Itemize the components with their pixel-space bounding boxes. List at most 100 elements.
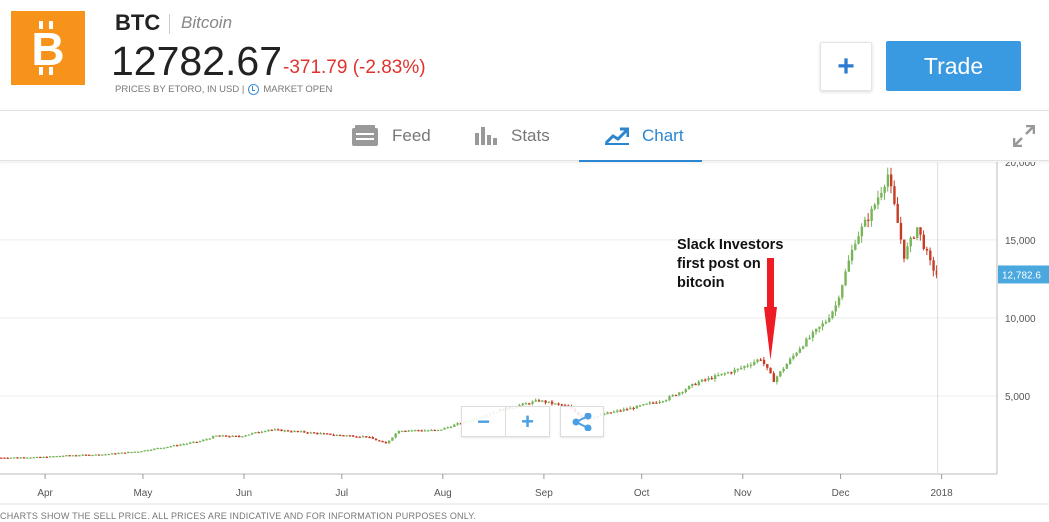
candle-body-131 (427, 430, 430, 432)
candle-body-37 (120, 452, 124, 454)
candle-body-248 (808, 337, 811, 339)
candle-body-33 (107, 453, 110, 456)
candle-body-72 (234, 435, 238, 437)
candle-body-221 (720, 373, 723, 376)
candle-body-168 (547, 401, 551, 403)
candle-body-38 (123, 452, 127, 454)
candle-body-27 (88, 454, 91, 456)
candle-body-273 (889, 174, 893, 187)
x-tick-label-3: Jul (335, 488, 348, 499)
candle-body-106 (345, 435, 348, 437)
candle-body-225 (733, 369, 736, 373)
add-to-watchlist-button[interactable]: + (820, 42, 872, 91)
candle-body-169 (550, 401, 554, 404)
candle-body-136 (443, 427, 446, 430)
candle-body-73 (237, 435, 241, 438)
candle-body-262 (854, 243, 857, 250)
candle-body-105 (342, 435, 345, 437)
candle-body-84 (273, 429, 277, 431)
candle-body-58 (189, 442, 192, 444)
candle-body-190 (619, 410, 622, 412)
current-price-label: 12,782.6 (1002, 270, 1041, 281)
candle-body-244 (795, 352, 798, 356)
candle-body-215 (700, 379, 704, 382)
candle-body-77 (251, 433, 254, 435)
candle-body-206 (671, 394, 674, 397)
asset-header: B BTC Bitcoin 12782.67 -371.79 (-2.83%) … (0, 0, 1049, 110)
candle-body-233 (759, 359, 762, 361)
share-button[interactable] (560, 406, 604, 437)
candle-body-26 (84, 454, 88, 456)
candle-body-36 (117, 452, 120, 455)
x-tick-label-4: Aug (434, 488, 452, 499)
candle-body-216 (704, 379, 707, 381)
candle-body-49 (159, 447, 163, 450)
candle-body-172 (560, 404, 564, 406)
price-change: -371.79 (-2.83%) (283, 57, 426, 78)
tab-chart[interactable]: Chart (579, 111, 702, 162)
candle-body-114 (371, 437, 375, 439)
candle-body-101 (329, 433, 332, 435)
candle-body-39 (127, 451, 130, 454)
svg-text:B: B (31, 23, 64, 75)
asset-name: Bitcoin (181, 13, 233, 32)
candle-body-25 (81, 454, 84, 456)
annotation-line-1: Slack Investors (677, 237, 784, 253)
zoom-out-button[interactable]: − (462, 407, 506, 436)
expand-icon[interactable] (1013, 125, 1035, 147)
candle-body-235 (766, 364, 769, 368)
candle-body-198 (645, 403, 648, 405)
candle-body-240 (782, 368, 785, 372)
candle-body-30 (97, 454, 101, 456)
candle-body-269 (876, 197, 880, 205)
x-tick-label-1: May (133, 488, 152, 499)
x-tick-label-6: Oct (634, 488, 650, 499)
candle-body-241 (785, 363, 789, 369)
candle-body-171 (557, 403, 560, 405)
candle-body-45 (146, 450, 150, 452)
price-chart-svg[interactable]: 5,000 10,000 15,000 20,000 Apr May Jun Jul Aug Se… (0, 158, 1049, 517)
candle-body-261 (850, 249, 854, 261)
candle-body-249 (811, 331, 815, 338)
tab-feed-label: Feed (392, 126, 431, 145)
candle-body-228 (743, 366, 746, 368)
tab-stats-label: Stats (511, 126, 550, 145)
candle-body-59 (192, 441, 195, 443)
title-divider (169, 14, 170, 34)
candle-body-121 (394, 433, 397, 438)
asset-price: 12782.67 (111, 38, 283, 84)
candle-body-65 (211, 436, 215, 439)
candle-body-126 (410, 430, 414, 432)
candle-body-96 (312, 432, 316, 434)
candle-body-271 (883, 186, 886, 193)
candle-body-87 (283, 430, 287, 432)
zoom-in-button[interactable]: + (521, 408, 534, 434)
candle-body-9 (29, 457, 32, 459)
candle-body-224 (730, 372, 733, 374)
y-tick-label-2: 15,000 (1005, 236, 1036, 247)
candle-body-139 (453, 424, 456, 427)
candle-body-263 (857, 236, 860, 244)
candle-body-160 (521, 403, 524, 406)
candle-body-234 (762, 359, 766, 365)
candle-body-258 (841, 285, 844, 298)
candle-body-237 (772, 373, 776, 382)
tab-stats[interactable]: Stats (474, 111, 550, 161)
candle-body-285 (929, 250, 932, 261)
candle-body-108 (352, 435, 355, 437)
tab-feed[interactable]: Feed (351, 111, 431, 161)
trade-button[interactable]: Trade (886, 41, 1021, 91)
candle-body-167 (544, 400, 547, 403)
annotation-arrow-head (764, 307, 777, 360)
asset-ticker: BTC (115, 10, 161, 35)
candle-body-223 (726, 372, 730, 374)
candle-body-35 (114, 453, 117, 455)
candle-body-86 (280, 429, 283, 432)
price-chart[interactable]: 5,000 10,000 15,000 20,000 Apr May Jun Jul Aug Se… (0, 158, 1049, 517)
candle-body-274 (893, 186, 896, 204)
annotation-arrow-shaft (767, 258, 774, 316)
candle-body-55 (179, 444, 182, 446)
candle-body-7 (22, 457, 26, 459)
annotation-line-3: bitcoin (677, 275, 725, 291)
candle-body-135 (440, 429, 443, 431)
